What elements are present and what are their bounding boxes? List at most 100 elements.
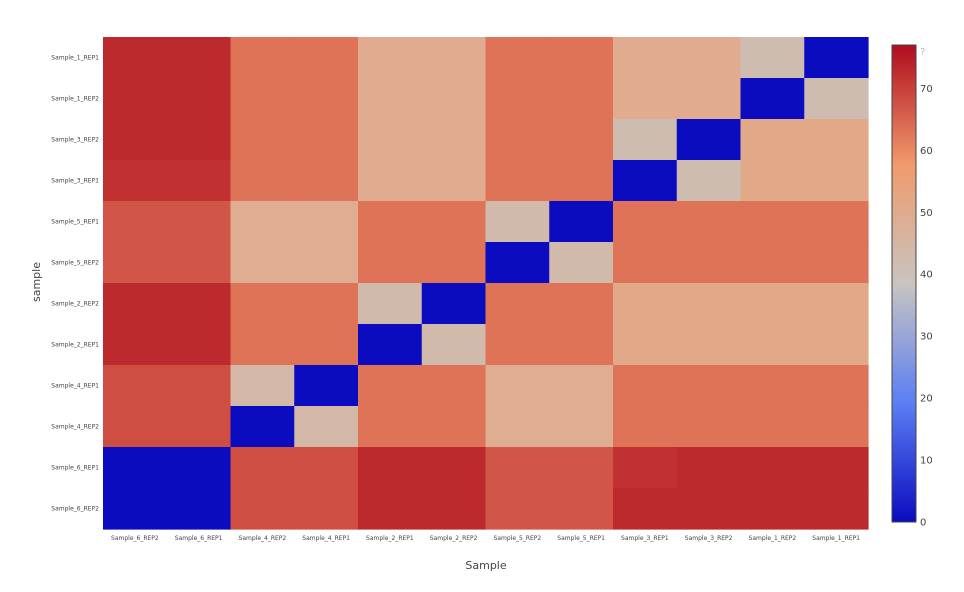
heatmap-cell bbox=[166, 37, 232, 79]
heatmap-cell bbox=[549, 324, 614, 366]
heatmap-cell bbox=[166, 406, 232, 448]
heatmap-cell bbox=[166, 324, 232, 366]
heatmap-cell bbox=[804, 447, 869, 489]
x-tick-label: Sample_5_REP1 bbox=[557, 535, 605, 542]
colorbar-tick-labels: 0 10 20 30 40 50 60 70 bbox=[920, 84, 933, 529]
heatmap-cell bbox=[358, 283, 423, 325]
heatmap-cell bbox=[676, 119, 742, 161]
heatmap-cell bbox=[549, 78, 614, 120]
heatmap-cell bbox=[804, 160, 869, 202]
heatmap-cell bbox=[103, 37, 168, 79]
heatmap-cell bbox=[294, 160, 359, 202]
heatmap-cell bbox=[103, 406, 168, 448]
heatmap-cell bbox=[166, 160, 232, 202]
heatmap-cell bbox=[166, 283, 232, 325]
heatmap-cell bbox=[549, 37, 614, 79]
heatmap-cell bbox=[676, 160, 742, 202]
heatmap-cell bbox=[740, 324, 805, 366]
heatmap-cell bbox=[358, 447, 423, 489]
heatmap-cell bbox=[358, 406, 423, 448]
colorbar-tick-label: 70 bbox=[920, 84, 933, 95]
heatmap-cell bbox=[676, 324, 742, 366]
heatmap-cell bbox=[294, 406, 359, 448]
heatmap-cell bbox=[294, 37, 359, 79]
heatmap-cell bbox=[421, 447, 487, 489]
heatmap-cell bbox=[740, 488, 805, 530]
heatmap-cell bbox=[358, 365, 423, 407]
heatmap-cell bbox=[103, 242, 168, 284]
heatmap-cell bbox=[103, 160, 168, 202]
heatmap-cell bbox=[103, 78, 168, 120]
heatmap-cell bbox=[676, 37, 742, 79]
heatmap-cell bbox=[676, 447, 742, 489]
heatmap-cell bbox=[358, 488, 423, 530]
heatmap-cell bbox=[485, 78, 550, 120]
heatmap-cell bbox=[485, 283, 550, 325]
heatmap-cell bbox=[676, 406, 742, 448]
y-tick-label: Sample_3_REP1 bbox=[51, 178, 99, 185]
heatmap-cell bbox=[421, 201, 487, 243]
heatmap-cell bbox=[549, 119, 614, 161]
heatmap-cell bbox=[166, 78, 232, 120]
heatmap-cell bbox=[421, 119, 487, 161]
heatmap-cell bbox=[549, 242, 614, 284]
heatmap-cell bbox=[804, 37, 869, 79]
colorbar-tick-label: 20 bbox=[920, 394, 933, 405]
heatmap-cell bbox=[103, 283, 168, 325]
heatmap-cell bbox=[676, 242, 742, 284]
heatmap-cell bbox=[358, 242, 423, 284]
heatmap-cell bbox=[358, 324, 423, 366]
heatmap-cell bbox=[294, 78, 359, 120]
x-tick-label: Sample_6_REP1 bbox=[175, 535, 223, 542]
heatmap-cells bbox=[103, 37, 869, 530]
heatmap-cell bbox=[166, 201, 232, 243]
heatmap-cell bbox=[613, 283, 678, 325]
colorbar: ? 0 10 20 30 40 50 60 70 bbox=[891, 44, 933, 529]
heatmap-cell bbox=[740, 406, 805, 448]
heatmap-cell bbox=[676, 283, 742, 325]
heatmap-cell bbox=[613, 406, 678, 448]
colorbar-tick-label: 10 bbox=[920, 456, 933, 467]
heatmap-cell bbox=[421, 365, 487, 407]
heatmap-cell bbox=[740, 160, 805, 202]
heatmap-cell bbox=[166, 488, 232, 530]
heatmap-cell bbox=[740, 365, 805, 407]
y-tick-label: Sample_1_REP2 bbox=[51, 96, 99, 103]
heatmap-cell bbox=[230, 283, 295, 325]
heatmap-cell bbox=[485, 406, 550, 448]
heatmap-cell bbox=[804, 283, 869, 325]
heatmap-cell bbox=[294, 324, 359, 366]
heatmap-cell bbox=[485, 488, 550, 530]
heatmap-cell bbox=[740, 78, 805, 120]
heatmap-cell bbox=[740, 201, 805, 243]
heatmap-cell bbox=[294, 447, 359, 489]
colorbar-tick-label: 60 bbox=[920, 146, 933, 157]
heatmap-cell bbox=[230, 488, 295, 530]
colorbar-tick-label: 50 bbox=[920, 208, 933, 219]
heatmap-cell bbox=[485, 242, 550, 284]
heatmap-cell bbox=[358, 119, 423, 161]
heatmap-cell bbox=[549, 160, 614, 202]
heatmap-cell bbox=[613, 37, 678, 79]
heatmap-cell bbox=[230, 406, 295, 448]
heatmap-cell bbox=[103, 324, 168, 366]
heatmap-cell bbox=[676, 78, 742, 120]
heatmap-cell bbox=[804, 242, 869, 284]
heatmap-cell bbox=[294, 201, 359, 243]
heatmap-cell bbox=[613, 242, 678, 284]
heatmap-cell bbox=[613, 119, 678, 161]
y-tick-labels: Sample_1_REP1 Sample_1_REP2 Sample_3_REP2 S… bbox=[51, 55, 99, 513]
x-tick-label: Sample_4_REP1 bbox=[302, 535, 350, 542]
heatmap-cell bbox=[230, 447, 295, 489]
heatmap-cell bbox=[549, 447, 614, 489]
heatmap-cell bbox=[103, 447, 168, 489]
heatmap-cell bbox=[230, 37, 295, 79]
heatmap-cell bbox=[740, 283, 805, 325]
heatmap-cell bbox=[613, 201, 678, 243]
heatmap-cell bbox=[485, 201, 550, 243]
colorbar-tick-label: 40 bbox=[920, 270, 933, 281]
y-axis-title: sample bbox=[30, 262, 43, 302]
x-tick-label: Sample_3_REP1 bbox=[621, 535, 669, 542]
x-tick-label: Sample_3_REP2 bbox=[685, 535, 733, 542]
